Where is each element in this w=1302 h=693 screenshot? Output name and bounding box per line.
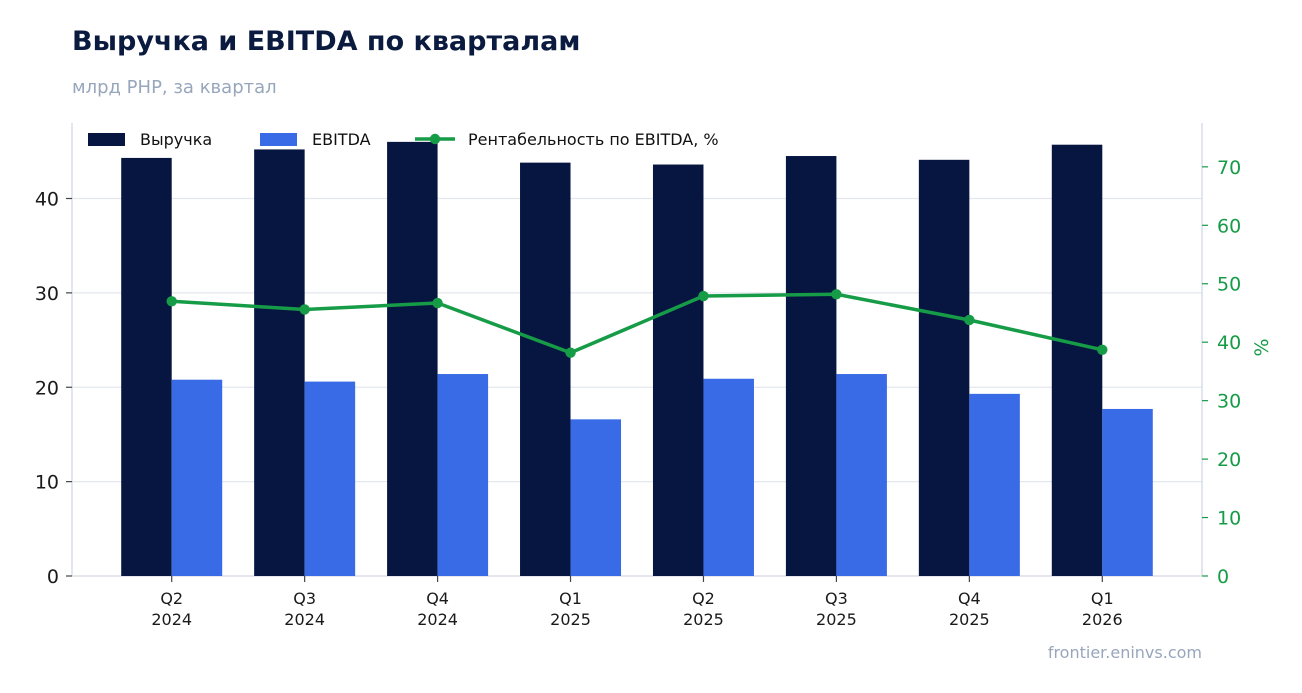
tick-label-x-quarter: Q2 [692, 589, 715, 608]
tick-label-x-year: 2025 [550, 610, 591, 629]
tick-label-x-year: 2024 [417, 610, 458, 629]
point-margin [565, 347, 576, 358]
point-margin [432, 297, 443, 309]
bar-ebitda [1102, 408, 1153, 576]
bar-revenue [918, 159, 970, 576]
legend-swatch-revenue [88, 133, 125, 146]
tick-label-left: 30 [35, 283, 59, 305]
point-margin [831, 289, 842, 300]
bar-ebitda [437, 374, 489, 576]
tick-label-right: 20 [1217, 449, 1241, 471]
point-margin [299, 304, 310, 315]
tick-label-right: 10 [1217, 508, 1241, 530]
axis-label-right: % [1251, 338, 1273, 356]
tick-label-x-year: 2025 [816, 610, 857, 629]
tick-label-x-quarter: Q4 [426, 589, 449, 608]
tick-label-right: 50 [1217, 274, 1241, 296]
tick-label-right: 70 [1217, 157, 1241, 179]
tick-label-right: 0 [1217, 566, 1229, 588]
point-margin [698, 290, 709, 302]
point-margin [964, 314, 975, 326]
point-margin [166, 296, 177, 307]
bar-ebitda [171, 379, 223, 576]
chart-title: Выручка и EBITDA по кварталам [72, 26, 581, 57]
tick-label-right: 60 [1217, 215, 1241, 237]
tick-label-right: 30 [1217, 391, 1241, 413]
tick-label-x-quarter: Q2 [160, 589, 183, 608]
legend-label-ebitda: EBITDA [312, 130, 371, 149]
tick-label-left: 40 [35, 189, 59, 211]
bar-revenue [121, 157, 172, 576]
tick-label-x-quarter: Q3 [825, 589, 848, 608]
tick-label-x-year: 2025 [949, 610, 990, 629]
bar-revenue [387, 141, 438, 576]
chart-subtitle: млрд РНР, за квартал [72, 77, 277, 98]
bar-ebitda [969, 393, 1020, 576]
bar-revenue [652, 164, 704, 576]
point-margin [1097, 344, 1108, 355]
legend-label-revenue: Выручка [140, 130, 212, 149]
tick-label-x-quarter: Q1 [1091, 589, 1114, 608]
bar-revenue [520, 162, 571, 576]
bar-ebitda [570, 419, 622, 576]
tick-label-x-quarter: Q3 [293, 589, 316, 608]
legend-swatch-margin-marker [429, 133, 441, 145]
legend-swatch-ebitda [260, 133, 297, 146]
tick-label-right: 40 [1217, 332, 1241, 354]
tick-label-x-year: 2024 [284, 610, 325, 629]
tick-label-x-year: 2024 [151, 610, 192, 629]
source-credit: frontier.eninvs.com [1047, 643, 1202, 662]
legend-label-margin: Рентабельность по EBITDA, % [468, 130, 719, 149]
bar-revenue [1051, 144, 1103, 577]
bar-revenue [785, 156, 837, 576]
bar-revenue [254, 149, 305, 577]
tick-label-left: 10 [35, 472, 59, 494]
tick-label-x-quarter: Q1 [559, 589, 582, 608]
bar-ebitda [304, 381, 356, 576]
bar-ebitda [836, 374, 887, 576]
tick-label-x-quarter: Q4 [958, 589, 981, 608]
tick-label-left: 20 [35, 377, 59, 399]
bar-ebitda [703, 378, 754, 576]
tick-label-x-year: 2025 [683, 610, 724, 629]
series-line-margin [169, 292, 1105, 355]
tick-label-x-year: 2026 [1082, 610, 1123, 629]
tick-label-left: 0 [47, 566, 59, 588]
